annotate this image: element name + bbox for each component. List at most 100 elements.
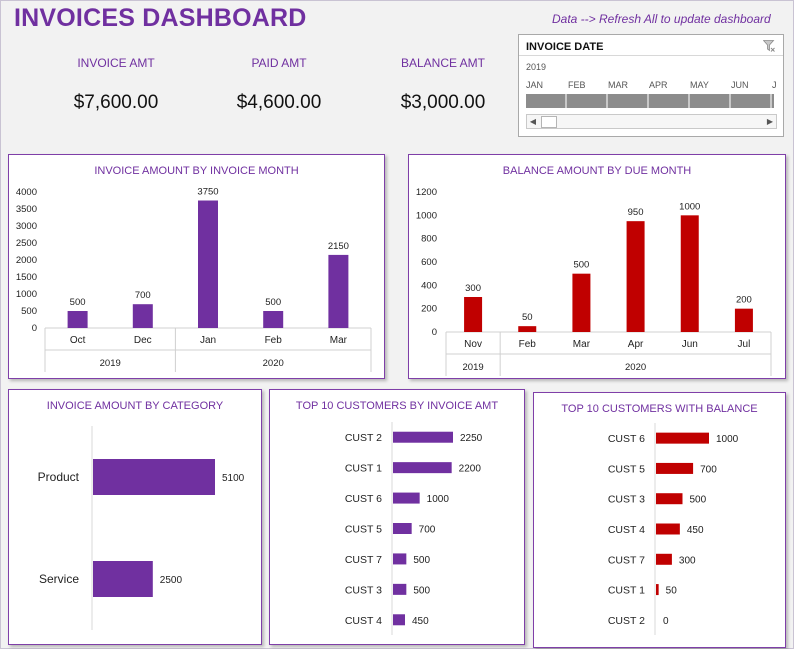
y-tick-label: 1200: [416, 187, 437, 198]
bar: [393, 553, 407, 565]
slicer-month[interactable]: JAN: [526, 80, 544, 90]
slicer-month[interactable]: JUN: [731, 80, 749, 90]
category-label: Service: [39, 572, 79, 586]
bar: [132, 304, 153, 328]
x-tick-label: Dec: [134, 335, 152, 346]
chart-title: BALANCE AMOUNT BY DUE MONTH: [502, 165, 692, 177]
x-tick-label: Mar: [573, 339, 591, 350]
data-label: 200: [736, 295, 752, 306]
data-label: 2150: [328, 241, 349, 252]
slicer-scrollbar[interactable]: ◀ ▶: [526, 114, 777, 129]
bar: [656, 493, 683, 505]
slicer-month[interactable]: MAR: [608, 80, 628, 90]
kpi-paid-value: $4,600.00: [236, 92, 322, 113]
y-tick-label: 500: [21, 306, 37, 317]
bar: [656, 553, 672, 565]
category-label: CUST 6: [345, 493, 382, 505]
data-label: 2250: [460, 433, 483, 444]
data-label: 2500: [160, 575, 183, 586]
data-label: 1000: [427, 494, 450, 505]
chart-title: INVOICE AMOUNT BY INVOICE MONTH: [94, 165, 299, 177]
y-tick-label: 2500: [16, 238, 37, 249]
data-label: 1000: [716, 434, 739, 445]
data-label: 300: [679, 555, 696, 566]
x-tick-label: Jun: [682, 339, 698, 350]
x-tick-label: Feb: [519, 339, 537, 350]
data-label: 700: [700, 464, 717, 475]
data-label: 5100: [222, 473, 245, 484]
kpi-balance-value: $3,000.00: [400, 92, 486, 113]
triangle-left-icon[interactable]: ◀: [529, 117, 537, 126]
category-label: CUST 7: [608, 554, 645, 566]
scroll-thumb[interactable]: [541, 116, 557, 128]
bar: [656, 462, 694, 474]
category-label: CUST 3: [608, 494, 645, 506]
category-label: CUST 2: [608, 615, 645, 627]
bar: [656, 584, 659, 596]
category-label: CUST 5: [345, 524, 382, 536]
data-label: 450: [687, 525, 704, 536]
y-tick-label: 600: [421, 257, 437, 268]
y-tick-label: 2000: [16, 255, 37, 266]
slicer-timeline-bar[interactable]: [526, 94, 774, 108]
slicer-months: JAN FEB MAR APR MAY JUN J: [526, 80, 778, 92]
group-label: 2020: [263, 358, 284, 369]
slicer-title: INVOICE DATE: [526, 41, 604, 53]
category-label: CUST 3: [345, 584, 382, 596]
bar: [734, 308, 753, 332]
top-customers-balance-panel: TOP 10 CUSTOMERS WITH BALANCE CUST 6 1000…: [533, 392, 786, 648]
y-tick-label: 0: [32, 323, 37, 334]
data-label: 500: [265, 297, 281, 308]
bar: [393, 492, 420, 504]
balance-month-chart: 0 200 400 600 800 1000 1200 300 Nov 50 Feb 500 Mar 95…: [416, 187, 772, 376]
y-tick-label: 1000: [416, 210, 437, 221]
refresh-hint: Data --> Refresh All to update dashboard: [552, 12, 771, 26]
x-tick-label: Oct: [70, 335, 86, 346]
bar: [572, 273, 591, 332]
category-label: CUST 5: [608, 463, 645, 475]
page-title: INVOICES DASHBOARD: [14, 4, 307, 32]
y-tick-label: 200: [421, 304, 437, 315]
top-customers-invoice-panel: TOP 10 CUSTOMERS BY INVOICE AMT CUST 2 22…: [269, 389, 525, 645]
bar: [393, 614, 405, 626]
category-label: CUST 7: [345, 554, 382, 566]
invoice-date-slicer[interactable]: INVOICE DATE 2019 JAN FEB MAR APR MAY JU…: [518, 34, 784, 137]
category-label: CUST 1: [345, 463, 382, 475]
slicer-month[interactable]: J: [772, 80, 777, 90]
chart-title: INVOICE AMOUNT BY CATEGORY: [46, 400, 224, 412]
kpi-invoice-label: INVOICE AMT: [77, 56, 155, 70]
x-tick-label: Nov: [464, 339, 482, 350]
y-tick-label: 400: [421, 280, 437, 291]
data-label: 1000: [679, 201, 700, 212]
data-label: 0: [663, 616, 669, 627]
slicer-month[interactable]: FEB: [568, 80, 586, 90]
invoice-month-chart-panel: INVOICE AMOUNT BY INVOICE MONTH 0 500 1000…: [8, 154, 385, 379]
category-label: CUST 2: [345, 432, 382, 444]
slicer-month[interactable]: MAY: [690, 80, 709, 90]
bar: [93, 561, 153, 597]
data-label: 50: [666, 586, 678, 597]
group-label: 2019: [463, 362, 484, 373]
data-label: 300: [465, 283, 481, 294]
bar: [656, 432, 709, 444]
bar: [93, 459, 215, 495]
y-tick-label: 3500: [16, 204, 37, 215]
x-tick-label: Apr: [628, 339, 644, 350]
slicer-month[interactable]: APR: [649, 80, 668, 90]
slicer-year: 2019: [526, 62, 547, 72]
category-label: Product: [38, 470, 80, 484]
bar: [518, 326, 537, 332]
clear-filter-icon[interactable]: [763, 40, 775, 52]
bar: [393, 431, 453, 443]
bar: [198, 200, 218, 328]
triangle-right-icon[interactable]: ▶: [766, 117, 774, 126]
data-label: 450: [412, 616, 429, 627]
data-label: 950: [628, 207, 644, 218]
category-label: CUST 4: [345, 615, 382, 627]
y-tick-label: 4000: [16, 187, 37, 198]
bar: [656, 523, 680, 535]
data-label: 500: [413, 555, 430, 566]
invoice-month-chart: 0 500 1000 1500 2000 2500 3000 3500 4000 500 Oct 70…: [16, 187, 372, 372]
category-chart: Product 5100 Service 2500: [38, 426, 245, 630]
bar: [393, 523, 412, 534]
